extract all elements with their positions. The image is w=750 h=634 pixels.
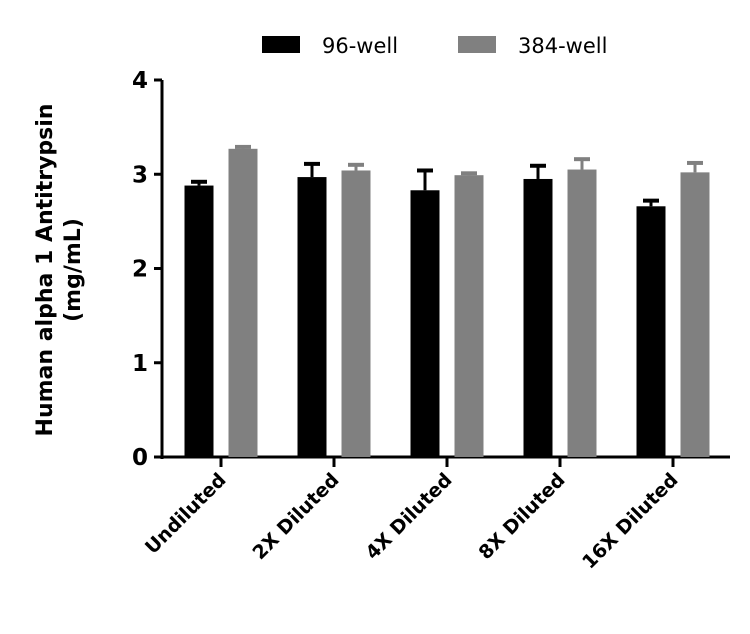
x-tick-label: 2X Diluted <box>249 469 344 564</box>
legend-swatch <box>262 36 300 53</box>
y-tick-label: 4 <box>132 68 148 94</box>
bar-96-well <box>410 190 440 457</box>
bar-384-well <box>454 175 484 457</box>
y-tick-label: 2 <box>132 257 148 283</box>
bar-384-well <box>341 170 371 458</box>
bars <box>184 144 710 458</box>
x-tick-label: Undiluted <box>141 469 231 559</box>
legend-label: 96-well <box>322 34 398 58</box>
legend: 96-well 384-well <box>262 34 607 58</box>
x-tick-labels: Undiluted 2X Diluted 4X Diluted 8X Diluted 1… <box>141 469 683 573</box>
x-tick-label: 16X Diluted <box>578 469 682 573</box>
bar-384-well <box>680 172 710 458</box>
bar-384-well <box>228 148 258 458</box>
y-tick-label: 0 <box>132 445 148 471</box>
legend-label: 384-well <box>518 34 607 58</box>
y-tick-label: 1 <box>132 351 148 377</box>
bar-96-well <box>523 178 553 457</box>
x-tick-label: 8X Diluted <box>475 469 570 564</box>
bar-96-well <box>297 177 327 457</box>
y-axis-label-line1: Human alpha 1 Antitrypsin <box>33 104 58 437</box>
y-tick-label: 3 <box>132 162 148 188</box>
x-tick-label: 4X Diluted <box>362 469 457 564</box>
legend-swatch <box>458 36 496 53</box>
bar-384-well <box>567 169 597 457</box>
bar-96-well <box>636 206 666 457</box>
y-axis-label-line2: (mg/mL) <box>61 218 86 322</box>
bar-96-well <box>184 185 214 457</box>
